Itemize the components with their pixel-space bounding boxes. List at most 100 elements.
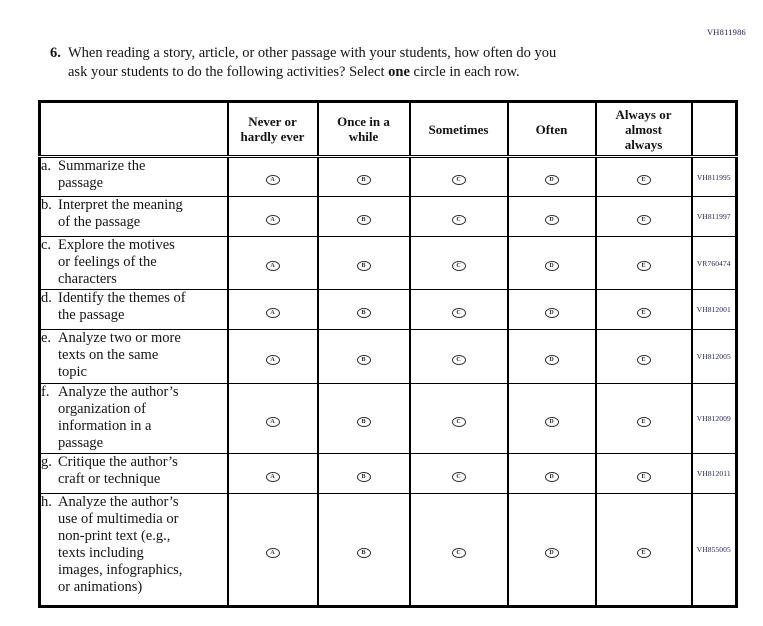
option-cell: C (408, 453, 508, 494)
bubble-letter: D (549, 262, 554, 269)
row-label: Identify the themes of the passage (58, 290, 186, 323)
option-cell: B (316, 236, 410, 290)
answer-bubble-f-sometimes[interactable]: C (451, 416, 466, 427)
table-row-h: h. Analyze the author’s use of multimedia… (38, 493, 737, 607)
bubble-letter: C (456, 473, 461, 480)
option-cell: E (594, 196, 692, 237)
table-row-g: g. Critique the author’s craft or techniq… (38, 453, 737, 494)
answer-bubble-a-sometimes[interactable]: C (451, 175, 466, 185)
bubble-letter: B (361, 473, 366, 480)
answer-bubble-a-always[interactable]: E (636, 175, 651, 185)
option-cell: D (506, 196, 596, 237)
answer-bubble-f-once[interactable]: B (356, 416, 371, 427)
answer-bubble-a-once[interactable]: B (356, 175, 371, 185)
bubble-letter: D (549, 549, 554, 556)
answer-bubble-d-always[interactable]: E (636, 307, 651, 318)
answer-bubble-d-never[interactable]: A (265, 307, 280, 318)
row-label: Analyze two or more texts on the same to… (58, 330, 181, 380)
option-cell: D (506, 453, 596, 494)
answer-bubble-b-sometimes[interactable]: C (451, 214, 466, 225)
option-cell: B (316, 383, 410, 454)
answer-bubble-d-sometimes[interactable]: C (451, 307, 466, 318)
bubble-letter: B (361, 356, 366, 363)
answer-bubble-g-once[interactable]: B (356, 471, 371, 482)
bubble-letter: E (641, 549, 646, 556)
bubble-letter: A (270, 262, 275, 269)
row-accession-code: VH855005 (690, 493, 737, 607)
answer-bubble-h-once[interactable]: B (356, 547, 371, 558)
answer-bubble-b-always[interactable]: E (636, 214, 651, 225)
row-label: Analyze the author’s use of multimedia o… (58, 494, 183, 595)
answer-bubble-g-never[interactable]: A (265, 471, 280, 482)
answer-bubble-b-once[interactable]: B (356, 214, 371, 225)
bubble-letter: C (456, 418, 461, 425)
answer-bubble-e-always[interactable]: E (636, 354, 651, 365)
answer-bubble-f-often[interactable]: D (544, 416, 559, 427)
answer-bubble-h-never[interactable]: A (265, 547, 280, 558)
bubble-letter: A (270, 356, 275, 363)
option-cell: C (408, 383, 508, 454)
table-row-a: a. Summarize the passage A B C D E VH8119… (38, 156, 737, 197)
answer-bubble-h-sometimes[interactable]: C (451, 547, 466, 558)
answer-bubble-c-sometimes[interactable]: C (451, 261, 466, 271)
answer-bubble-g-always[interactable]: E (636, 471, 651, 482)
option-cell: E (594, 156, 692, 197)
row-accession-code: VH812009 (690, 383, 737, 454)
response-table-wrap: Never or hardly ever Once in a while Som… (38, 100, 738, 608)
answer-bubble-h-always[interactable]: E (636, 547, 651, 558)
answer-bubble-g-sometimes[interactable]: C (451, 471, 466, 482)
row-label-cell: a. Summarize the passage (38, 156, 228, 197)
option-cell: A (226, 156, 318, 197)
answer-bubble-c-once[interactable]: B (356, 261, 371, 271)
answer-bubble-f-always[interactable]: E (636, 416, 651, 427)
option-cell: E (594, 453, 692, 494)
answer-bubble-a-often[interactable]: D (544, 175, 559, 185)
answer-bubble-e-never[interactable]: A (265, 354, 280, 365)
row-label-cell: b. Interpret the meaning of the passage (38, 196, 228, 237)
answer-bubble-c-often[interactable]: D (544, 261, 559, 271)
bubble-letter: B (361, 216, 366, 223)
bubble-letter: E (641, 309, 646, 316)
row-label: Explore the motives or feelings of the c… (58, 237, 175, 287)
option-cell: C (408, 236, 508, 290)
column-header-sometimes: Sometimes (408, 101, 508, 158)
bubble-letter: B (361, 309, 366, 316)
answer-bubble-b-often[interactable]: D (544, 214, 559, 225)
row-letter: h. (41, 494, 52, 510)
bubble-letter: C (456, 356, 461, 363)
answer-bubble-c-never[interactable]: A (265, 261, 280, 271)
row-label-cell: f. Analyze the author’s organization of i… (38, 383, 228, 454)
row-accession-code: VH812005 (690, 329, 737, 384)
row-letter: f. (41, 384, 50, 400)
question-accession-code: VH811986 (706, 27, 746, 37)
option-cell: C (408, 156, 508, 197)
answer-bubble-c-always[interactable]: E (636, 261, 651, 271)
answer-bubble-e-often[interactable]: D (544, 354, 559, 365)
bubble-letter: E (641, 216, 646, 223)
column-header-once-in-a-while: Once in a while (316, 101, 410, 158)
answer-bubble-e-sometimes[interactable]: C (451, 354, 466, 365)
header-row: Never or hardly ever Once in a while Som… (38, 101, 737, 158)
row-letter: b. (41, 197, 52, 213)
row-label: Interpret the meaning of the passage (58, 197, 183, 230)
option-cell: C (408, 196, 508, 237)
row-letter: c. (41, 237, 52, 253)
row-accession-code: VR760474 (690, 236, 737, 290)
bubble-letter: A (270, 176, 275, 183)
row-label-cell: e. Analyze two or more texts on the same … (38, 329, 228, 384)
answer-bubble-e-once[interactable]: B (356, 354, 371, 365)
answer-bubble-d-often[interactable]: D (544, 307, 559, 318)
bubble-letter: A (270, 473, 275, 480)
answer-bubble-d-once[interactable]: B (356, 307, 371, 318)
answer-bubble-b-never[interactable]: A (265, 214, 280, 225)
answer-bubble-g-often[interactable]: D (544, 471, 559, 482)
row-accession-code: VH811997 (690, 196, 737, 237)
bubble-letter: B (361, 549, 366, 556)
option-cell: D (506, 383, 596, 454)
response-table: Never or hardly ever Once in a while Som… (38, 100, 738, 608)
answer-bubble-h-often[interactable]: D (544, 547, 559, 558)
answer-bubble-a-never[interactable]: A (265, 175, 280, 185)
answer-bubble-f-never[interactable]: A (265, 416, 280, 427)
row-label: Analyze the author’s organization of inf… (58, 384, 179, 451)
